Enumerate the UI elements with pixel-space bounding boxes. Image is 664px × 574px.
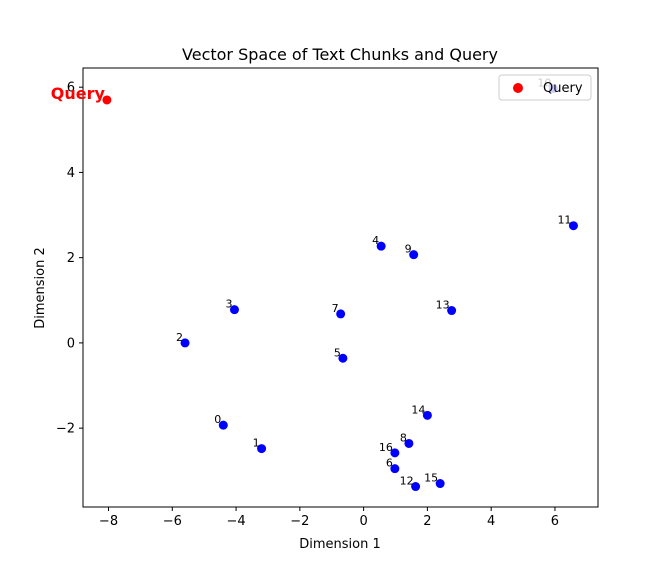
chunk-label-9: 9: [405, 243, 412, 256]
y-axis: −2 0 2 4 6: [56, 81, 83, 437]
x-axis: −8 −6 −4 −2 0 2 4 6: [99, 507, 559, 529]
chunk-label-16: 16: [379, 441, 393, 454]
chunk-label-0: 0: [214, 413, 221, 426]
query-point: [102, 95, 112, 105]
chunk-label-5: 5: [334, 346, 341, 359]
point-labels: 012345678910111213141516Query: [51, 76, 572, 487]
chunk-label-13: 13: [436, 299, 450, 312]
x-tick-label: −2: [290, 514, 309, 529]
chunk-point-7: [336, 309, 346, 319]
x-tick-label: 6: [551, 514, 559, 529]
x-tick-label: −4: [226, 514, 245, 529]
legend-box: [498, 74, 592, 101]
chunk-label-7: 7: [332, 302, 339, 315]
chunk-label-11: 11: [557, 214, 571, 227]
chunk-point-8: [404, 438, 414, 448]
chunk-point-12: [411, 482, 421, 492]
chunk-label-6: 6: [386, 457, 393, 470]
chunk-label-15: 15: [424, 472, 438, 485]
chunk-point-9: [409, 250, 419, 260]
y-tick-label: 0: [67, 336, 75, 351]
chart-title: Vector Space of Text Chunks and Query: [182, 45, 498, 64]
plot-area: [82, 67, 599, 508]
chunk-label-4: 4: [372, 234, 379, 247]
y-tick-label: 4: [67, 166, 75, 181]
chunk-point-2: [180, 338, 190, 348]
chunk-point-14: [422, 410, 432, 420]
chunk-label-14: 14: [411, 403, 425, 416]
x-tick-label: 2: [423, 514, 431, 529]
x-tick-label: −8: [99, 514, 118, 529]
chunk-label-1: 1: [253, 437, 260, 450]
chunk-point-15: [435, 479, 445, 489]
chunk-point-0: [218, 420, 228, 430]
chunk-point-13: [447, 306, 457, 316]
x-tick-label: 0: [359, 514, 367, 529]
chunk-label-12: 12: [400, 475, 414, 488]
y-tick-label: −2: [56, 422, 75, 437]
legend-marker-query: [513, 83, 523, 93]
y-axis-label: Dimension 2: [33, 247, 48, 329]
chunk-point-3: [229, 305, 239, 315]
chunk-label-8: 8: [400, 431, 407, 444]
chunk-point-6: [390, 464, 400, 474]
x-axis-label: Dimension 1: [299, 537, 381, 552]
x-tick-label: −6: [163, 514, 182, 529]
chunk-label-3: 3: [225, 298, 232, 311]
chunk-label-2: 2: [176, 331, 183, 344]
y-tick-label: 2: [67, 251, 75, 266]
legend: Query: [498, 74, 592, 101]
query-label: Query: [51, 84, 106, 103]
legend-label-query: Query: [543, 81, 583, 96]
x-tick-label: 4: [487, 514, 495, 529]
chunk-point-16: [390, 448, 400, 458]
chunk-point-4: [376, 241, 386, 251]
chunk-point-5: [338, 353, 348, 363]
chunk-point-11: [568, 221, 578, 231]
y-tick-label: 6: [67, 81, 75, 96]
chunk-point-1: [257, 444, 267, 454]
